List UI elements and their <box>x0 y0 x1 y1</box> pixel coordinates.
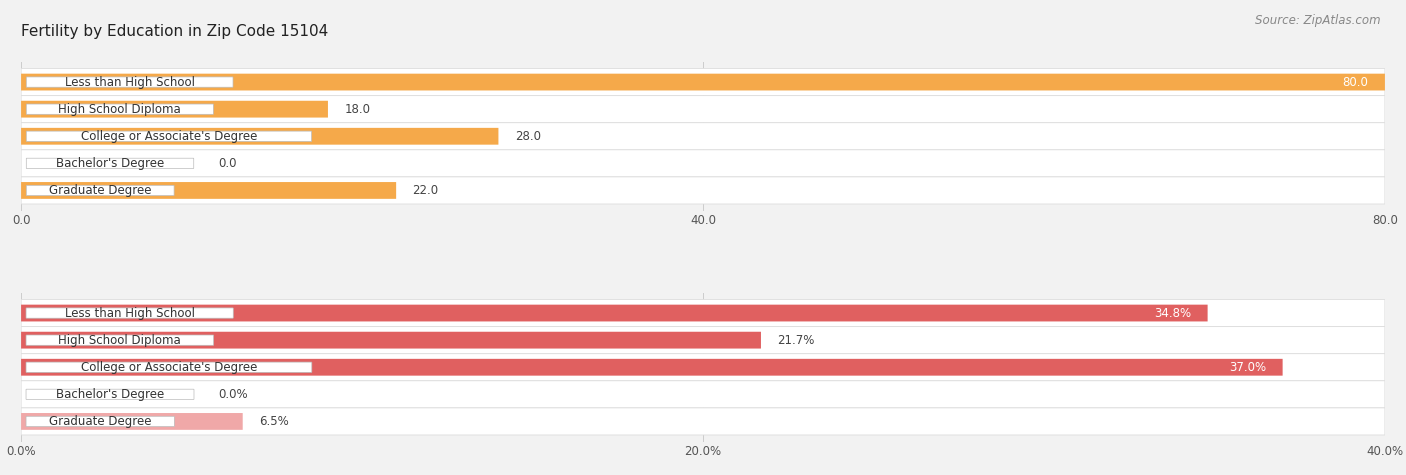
FancyBboxPatch shape <box>21 304 1208 322</box>
Text: High School Diploma: High School Diploma <box>59 103 181 116</box>
Text: Graduate Degree: Graduate Degree <box>49 415 152 428</box>
FancyBboxPatch shape <box>21 359 1282 376</box>
FancyBboxPatch shape <box>27 362 312 372</box>
FancyBboxPatch shape <box>27 308 233 318</box>
Text: Bachelor's Degree: Bachelor's Degree <box>56 388 165 401</box>
Text: 21.7%: 21.7% <box>778 333 814 347</box>
FancyBboxPatch shape <box>27 416 174 427</box>
Text: 22.0: 22.0 <box>412 184 439 197</box>
FancyBboxPatch shape <box>21 413 243 430</box>
FancyBboxPatch shape <box>21 123 1385 150</box>
Text: Less than High School: Less than High School <box>65 76 194 88</box>
FancyBboxPatch shape <box>21 354 1385 381</box>
FancyBboxPatch shape <box>21 408 1385 435</box>
FancyBboxPatch shape <box>27 335 214 345</box>
FancyBboxPatch shape <box>27 389 194 399</box>
Text: 37.0%: 37.0% <box>1229 361 1267 374</box>
Text: Less than High School: Less than High School <box>65 306 194 320</box>
FancyBboxPatch shape <box>21 332 761 349</box>
FancyBboxPatch shape <box>21 95 1385 123</box>
FancyBboxPatch shape <box>21 101 328 118</box>
Text: 28.0: 28.0 <box>515 130 541 143</box>
FancyBboxPatch shape <box>21 74 1385 90</box>
Text: College or Associate's Degree: College or Associate's Degree <box>80 361 257 374</box>
Text: Graduate Degree: Graduate Degree <box>49 184 152 197</box>
FancyBboxPatch shape <box>27 104 214 114</box>
FancyBboxPatch shape <box>27 77 233 87</box>
Text: College or Associate's Degree: College or Associate's Degree <box>80 130 257 143</box>
Text: Bachelor's Degree: Bachelor's Degree <box>56 157 165 170</box>
FancyBboxPatch shape <box>27 131 312 142</box>
Text: 18.0: 18.0 <box>344 103 370 116</box>
FancyBboxPatch shape <box>21 300 1385 327</box>
FancyBboxPatch shape <box>21 177 1385 204</box>
Text: Source: ZipAtlas.com: Source: ZipAtlas.com <box>1256 14 1381 27</box>
FancyBboxPatch shape <box>21 182 396 199</box>
FancyBboxPatch shape <box>27 185 174 196</box>
FancyBboxPatch shape <box>21 68 1385 95</box>
Text: High School Diploma: High School Diploma <box>59 333 181 347</box>
FancyBboxPatch shape <box>27 158 194 169</box>
Text: 0.0%: 0.0% <box>218 388 247 401</box>
Text: 34.8%: 34.8% <box>1154 306 1191 320</box>
FancyBboxPatch shape <box>21 381 1385 408</box>
FancyBboxPatch shape <box>21 327 1385 354</box>
FancyBboxPatch shape <box>21 150 1385 177</box>
Text: 80.0: 80.0 <box>1343 76 1368 88</box>
Text: 0.0: 0.0 <box>218 157 236 170</box>
FancyBboxPatch shape <box>21 128 499 145</box>
Text: 6.5%: 6.5% <box>259 415 288 428</box>
Text: Fertility by Education in Zip Code 15104: Fertility by Education in Zip Code 15104 <box>21 24 329 39</box>
